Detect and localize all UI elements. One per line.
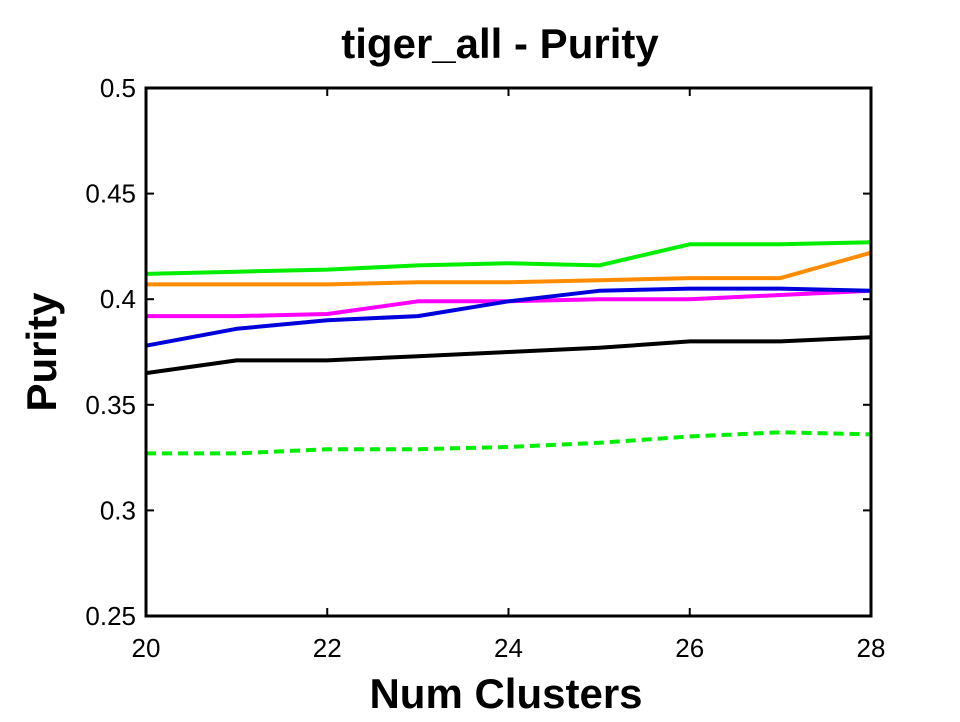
chart-title: tiger_all - Purity: [341, 20, 659, 67]
y-tick-label: 0.35: [85, 390, 136, 420]
axis-ticks: 20 22 24 26 28 0.25 0.3 0.35 0.4 0.45 0.5: [85, 73, 885, 663]
y-tick-label: 0.45: [85, 179, 136, 209]
x-tick-label: 22: [313, 633, 342, 663]
series-line-magenta: [146, 288, 872, 319]
series-line-blue: [145, 286, 872, 348]
y-tick-label: 0.25: [85, 601, 136, 631]
x-tick-label: 26: [675, 633, 704, 663]
plot-frame: [144, 86, 873, 618]
y-tick-label: 0.3: [100, 495, 136, 525]
series-line-green-dashed: [146, 430, 872, 456]
series-line-black: [145, 335, 872, 376]
series-line-orange: [146, 250, 872, 287]
plot-area: [145, 240, 872, 456]
x-axis-title: Num Clusters: [369, 670, 642, 717]
series-line-green: [145, 240, 872, 276]
y-tick-label: 0.4: [100, 284, 136, 314]
x-tick-label: 28: [857, 633, 886, 663]
x-tick-label: 20: [132, 633, 161, 663]
x-tick-label: 24: [494, 633, 523, 663]
y-axis-title: Purity: [18, 292, 65, 412]
y-tick-label: 0.5: [100, 73, 136, 103]
